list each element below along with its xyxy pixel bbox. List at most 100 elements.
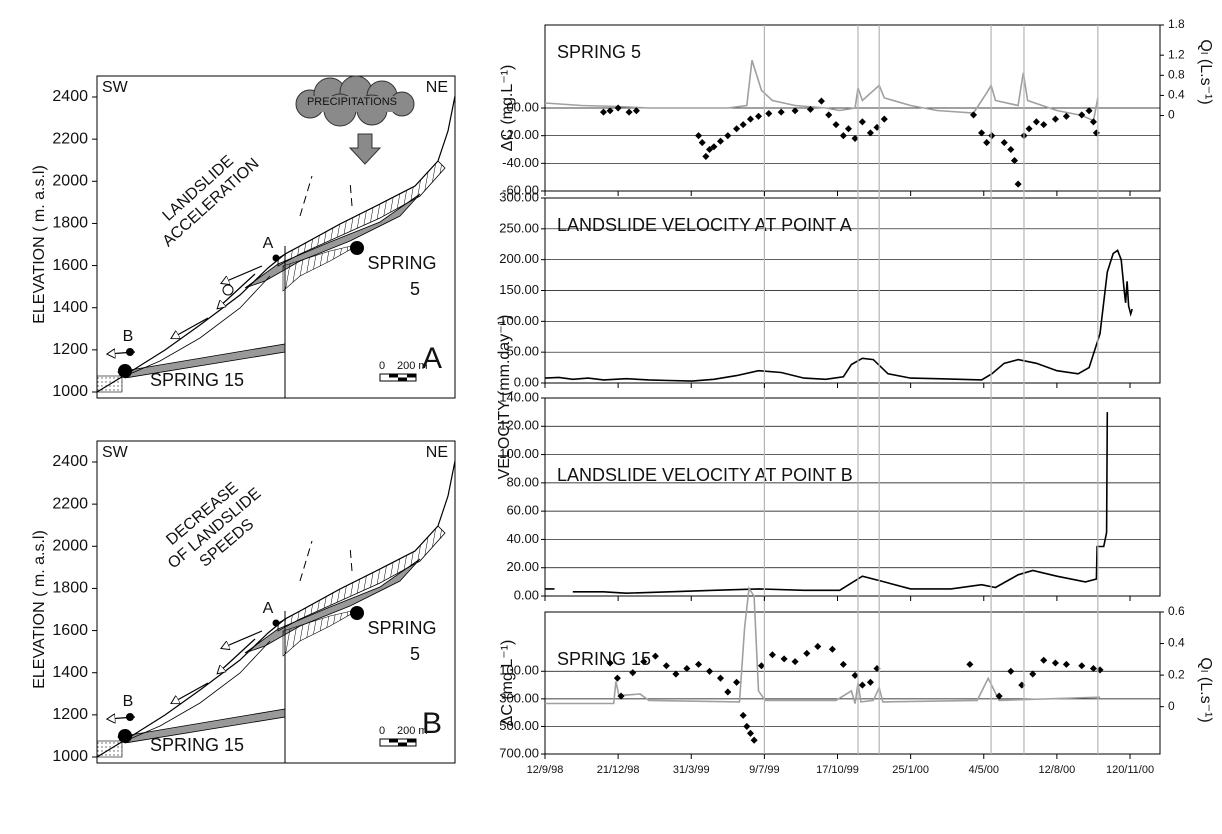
y-tick-label: 50.00 [506,344,539,359]
data-point [702,152,710,160]
data-point [695,660,703,668]
movement-arrow [218,273,256,308]
y-tick-label: 2000 [52,173,88,190]
data-point [814,642,822,651]
y-tick-label: 250.00 [499,220,539,235]
y2-tick-label: 0 [1168,699,1175,713]
movement-arrow [218,638,256,673]
scale-label: 200 m [397,725,428,737]
y-tick-label: 1200 [52,706,88,723]
data-point [839,132,847,140]
y-tick-label: -20.00 [502,127,539,142]
y-tick-label: 40.00 [506,531,539,546]
y-tick-label: 120.00 [499,418,539,433]
inner-boundary [124,640,271,742]
y2-tick-label: 0.4 [1168,636,1185,650]
data-point [768,651,776,659]
data-point [632,107,640,115]
x-tick-label: 21/12/98 [597,764,640,776]
data-point [606,659,614,667]
annotation: DECREASEOF LANDSLIDESPEEDS [153,471,277,587]
data-point [746,115,755,123]
section-drawing: SW NE A B SPRING 5 SPRING 15 A 0 200 m PRECIPITATI… [96,75,456,398]
data-point [613,674,621,682]
y-tick-label: 1000 [52,748,88,765]
data-point [803,649,811,657]
scale-label: 200 m [397,360,428,372]
section-drawing: SW NE A B SPRING 5 SPRING 15 B 0 200 m DECREASEOF … [96,444,456,763]
y-axis-label: VELOCITY (mm.day⁻¹) [496,315,513,480]
movement-arrow [222,265,263,283]
data-point [614,104,622,112]
y2-tick-label: 0.2 [1168,667,1185,681]
point-a [272,254,280,262]
ground-surface [96,95,456,393]
landslide-base [282,608,361,657]
data-point [983,139,991,147]
data-point [706,145,714,154]
x-tick-label: 12/9/98 [527,764,564,776]
spring-label: SPRING [367,618,436,638]
data-point [765,109,773,118]
data-point [969,111,978,119]
y-tick-label: 100.00 [499,313,539,328]
y-axis-label: ELEVATION ( m. a.s.l) [31,165,48,324]
spring-label: 5 [410,279,420,299]
y-tick-label: 150.00 [499,282,539,297]
x-tick-label: 25/1/00 [892,764,929,776]
data-point [651,652,659,660]
y-axis-label: ΔC (mg.L⁻¹) [499,65,516,152]
spring-label: SPRING 15 [150,370,244,390]
series-line [544,59,1099,122]
data-point [606,107,614,115]
movement-arrow [172,682,209,703]
data-point [777,108,785,116]
y-tick-label: 2200 [52,130,88,147]
data-point [828,645,836,653]
y-tick-label: 140.00 [499,389,539,404]
data-point [1000,139,1008,147]
y2-tick-label: 0.8 [1168,67,1185,81]
data-point [683,664,691,673]
spring-upper [350,606,364,620]
inner-boundary [124,275,271,377]
panel-title: SPRING 15 [557,649,651,669]
data-point [695,132,703,140]
section-frame [96,75,456,399]
orientation-label: NE [426,79,448,96]
data-point [599,108,608,116]
panel-label: A [422,342,442,375]
data-point [817,97,825,105]
y-tick-label: 2400 [52,88,88,105]
y-tick-label: 100.00 [499,446,539,461]
x-tick-label: 17/10/99 [816,764,859,776]
data-point [739,711,747,719]
y2-tick-label: 1.8 [1168,17,1185,31]
y2-axis-label: Qₗ (L.s⁻¹) [1197,657,1214,722]
spring-label: SPRING [367,253,436,273]
series-line [545,585,1101,705]
data-point [629,669,637,677]
section-frame [96,440,456,764]
point-b [126,713,134,721]
y-tick-label: 300.00 [499,189,539,204]
y2-tick-label: 0 [1168,108,1175,122]
data-point [733,125,741,133]
data-point [625,108,633,116]
panel-title: SPRING 5 [557,42,641,62]
y-tick-label: 100.00 [499,663,539,678]
y2-tick-label: 1.2 [1168,47,1185,61]
y-tick-label: 1400 [52,299,88,316]
data-point [757,662,765,670]
data-point [733,678,741,686]
observation-point [222,284,234,296]
y-tick-label: 2400 [52,453,88,470]
data-point [832,121,840,129]
y-tick-label: -60.00 [502,182,539,197]
data-point [750,736,758,744]
y-tick-label: 1600 [52,257,88,274]
data-point [710,143,718,151]
data-point [806,105,814,113]
rain-arrow [348,133,382,165]
y2-tick-label: 0.4 [1168,88,1185,102]
